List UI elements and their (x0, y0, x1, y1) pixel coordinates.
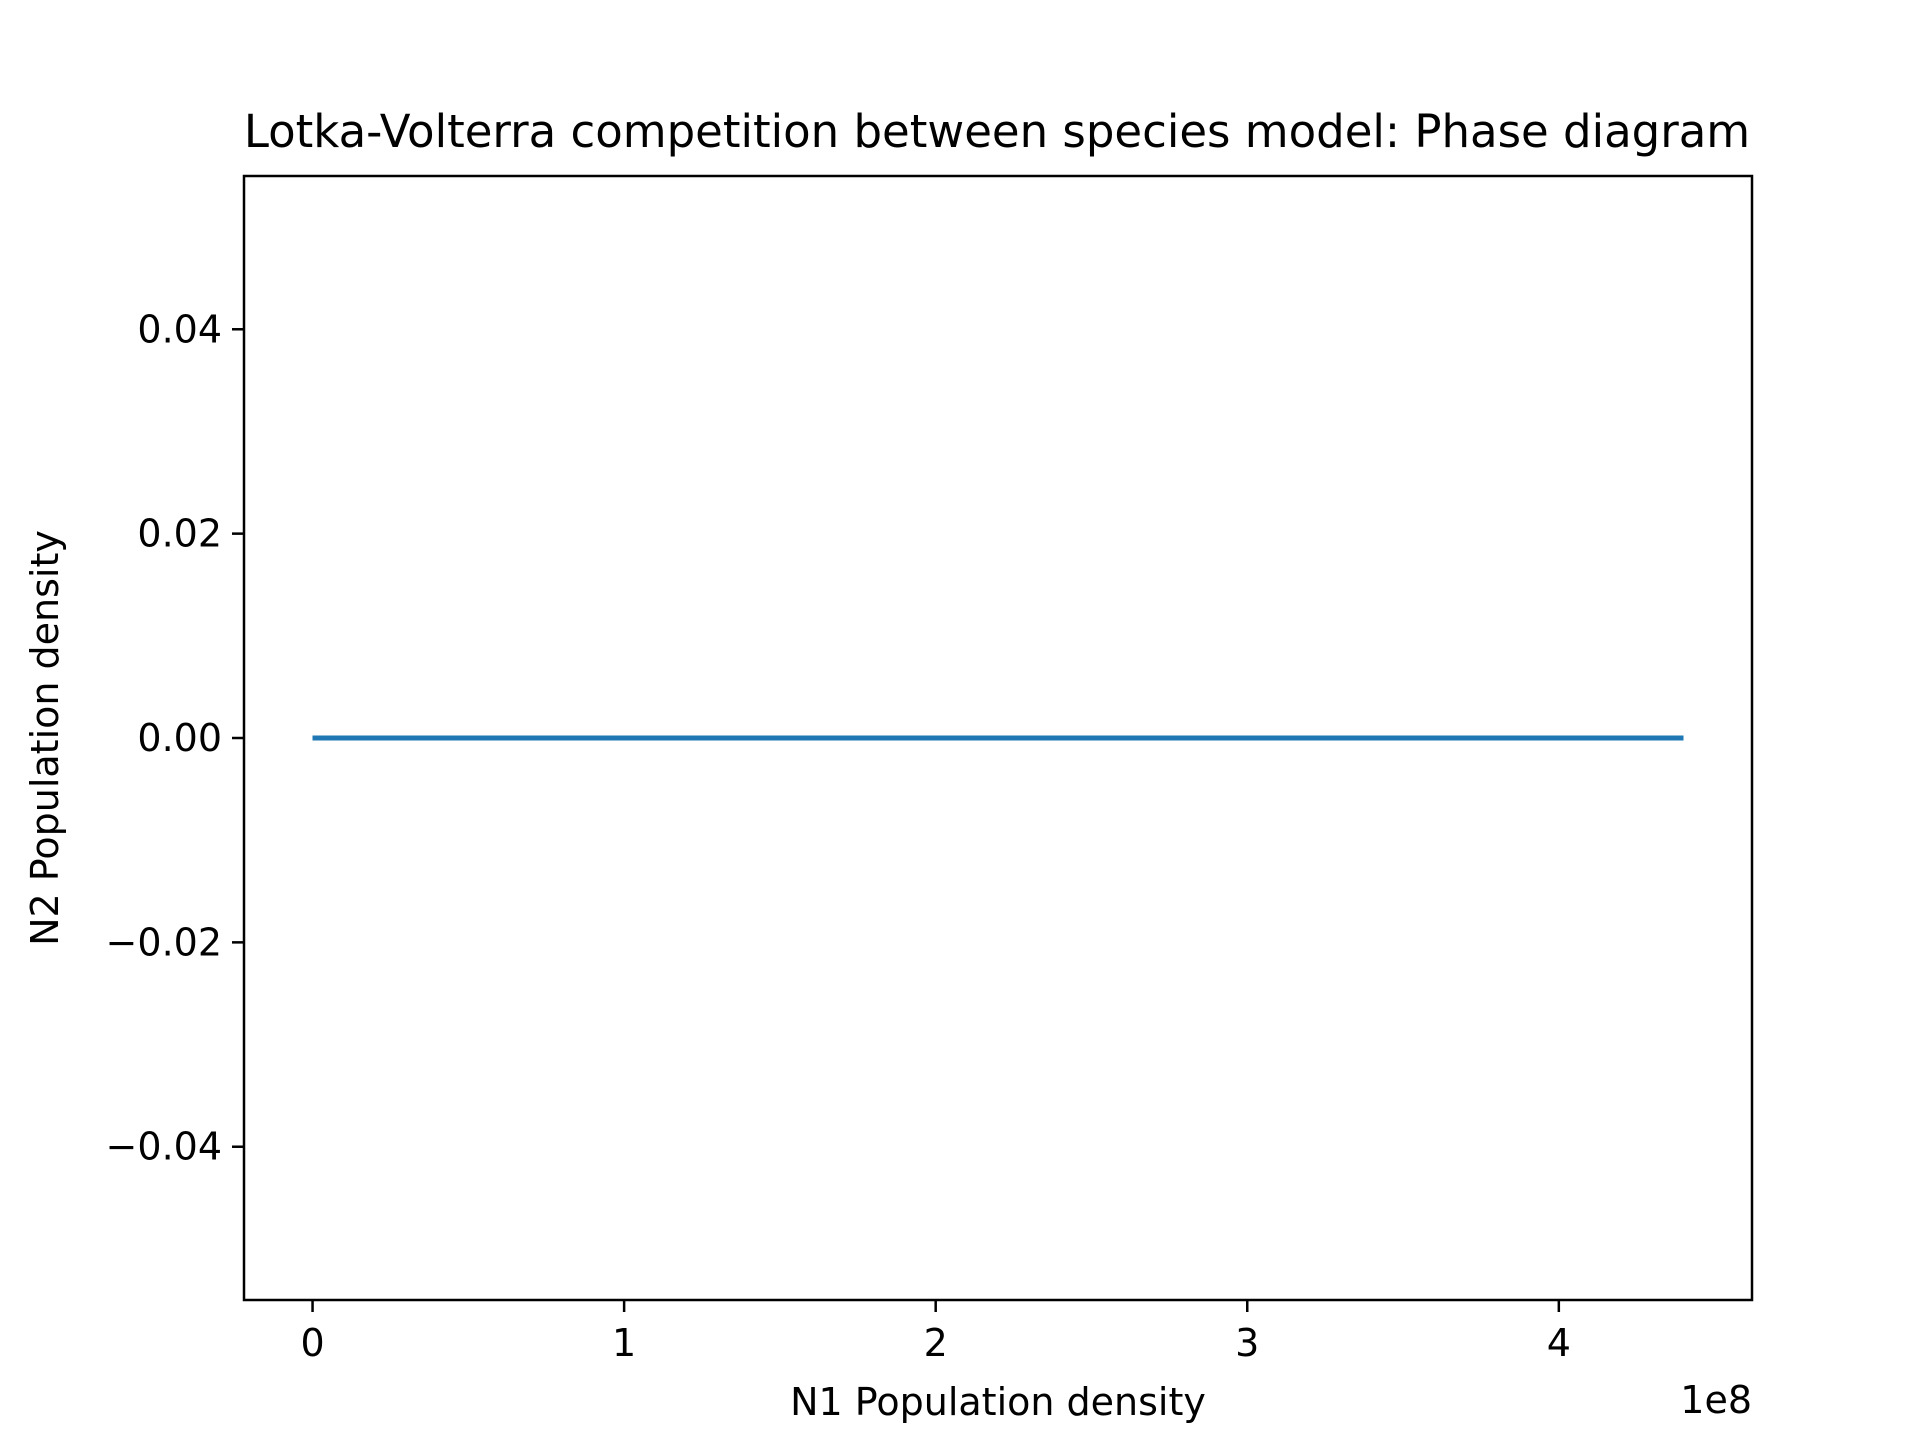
chart-title: Lotka-Volterra competition between speci… (244, 105, 1750, 158)
y-tick-label: 0.04 (137, 307, 222, 351)
y-axis-ticks: 0.04 0.02 0.00 −0.02 −0.04 (106, 307, 244, 1169)
x-axis-offset-label: 1e8 (1680, 1378, 1752, 1422)
x-axis-label: N1 Population density (790, 1380, 1206, 1424)
y-tick-label: 0.00 (137, 716, 222, 760)
y-tick-label: 0.02 (137, 512, 222, 556)
y-tick-label: −0.04 (106, 1125, 222, 1169)
x-tick-label: 0 (300, 1321, 324, 1365)
x-tick-label: 2 (924, 1321, 948, 1365)
x-tick-label: 3 (1235, 1321, 1259, 1365)
y-axis-label: N2 Population density (23, 530, 67, 946)
x-tick-label: 4 (1547, 1321, 1571, 1365)
x-axis-ticks: 0 1 2 3 4 (300, 1300, 1571, 1365)
y-tick-label: −0.02 (106, 920, 222, 964)
x-tick-label: 1 (612, 1321, 636, 1365)
